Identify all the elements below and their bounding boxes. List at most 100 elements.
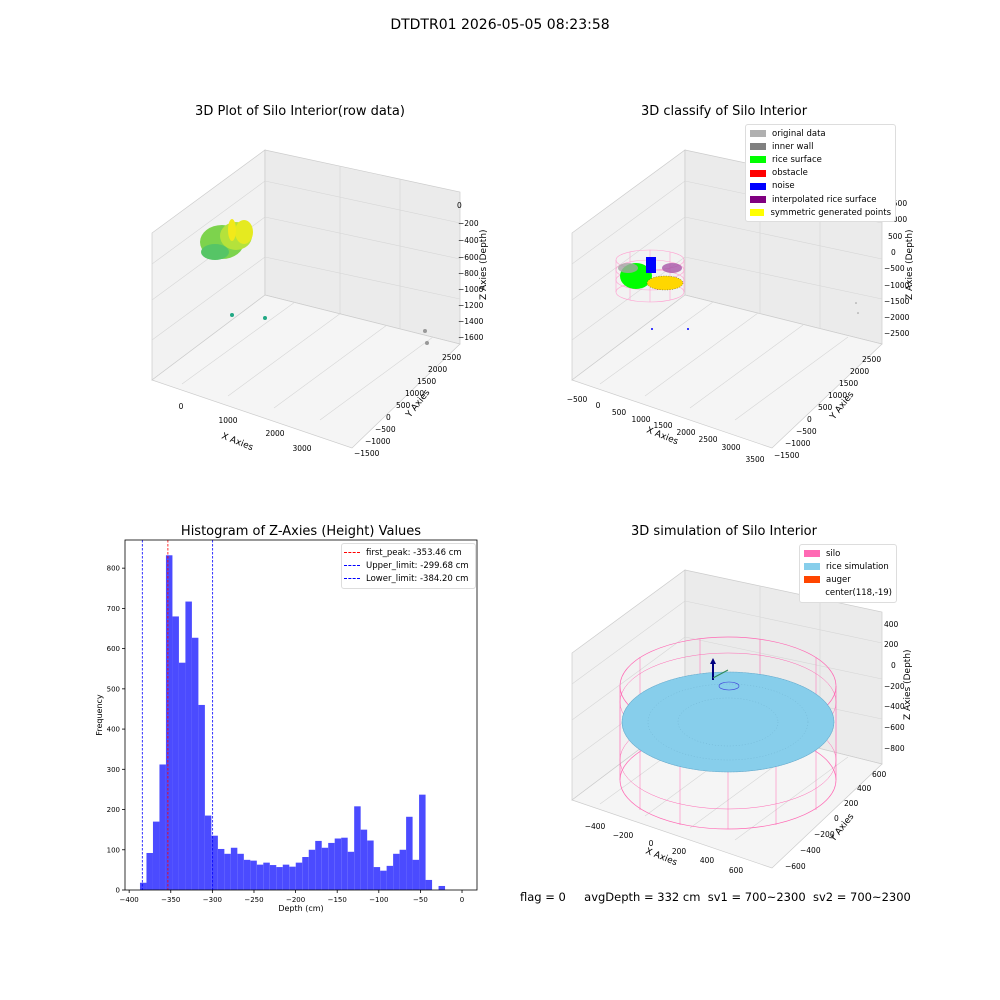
hist-bar bbox=[289, 866, 296, 890]
hist-bar bbox=[243, 859, 251, 890]
hist-xtick-label: −300 bbox=[203, 896, 222, 904]
hist-legend-line bbox=[344, 565, 360, 567]
hist-bar bbox=[263, 862, 270, 890]
plot2-legend-swatch bbox=[750, 182, 766, 190]
status-avg-depth: avgDepth = 332 cm bbox=[584, 890, 701, 904]
hist-title: Histogram of Z-Axies (Height) Values bbox=[180, 524, 422, 539]
plot2-legend-swatch bbox=[750, 196, 766, 204]
hist-bar bbox=[256, 864, 264, 890]
hist-bar bbox=[341, 837, 348, 890]
plot2-legend-item: rice surface bbox=[750, 153, 891, 166]
plot2-legend-label: inner wall bbox=[772, 141, 814, 152]
status-line: flag = 0 avgDepth = 332 cm sv1 = 700~230… bbox=[520, 890, 911, 904]
hist-bar bbox=[347, 851, 355, 890]
hist-legend-item: Lower_limit: -384.20 cm bbox=[344, 572, 473, 585]
hist-bar bbox=[282, 864, 290, 890]
hist-bar bbox=[178, 662, 186, 890]
plot2-legend-item: symmetric generated points bbox=[750, 206, 891, 219]
hist-bar bbox=[165, 555, 173, 890]
hist-bar bbox=[172, 616, 179, 890]
hist-legend-line bbox=[344, 552, 360, 554]
hist-bar bbox=[399, 849, 407, 890]
hist-bar bbox=[419, 794, 426, 890]
hist-ytick-label: 800 bbox=[107, 565, 120, 573]
hist-bar bbox=[406, 816, 413, 890]
hist-bar bbox=[393, 853, 400, 890]
plot4-legend-item: center(118,-19) bbox=[804, 587, 892, 600]
hist-bar bbox=[328, 842, 335, 890]
plot4-legend-item: auger bbox=[804, 573, 892, 586]
hist-xtick-label: −350 bbox=[161, 896, 180, 904]
plot4-legend-swatch bbox=[804, 550, 820, 558]
plot2-legend-label: original data bbox=[772, 128, 826, 139]
hist-ytick-label: 0 bbox=[116, 887, 120, 895]
plot4-legend-swatch bbox=[804, 576, 820, 584]
plot2-legend-label: noise bbox=[772, 181, 795, 192]
plot2-legend-label: obstacle bbox=[772, 168, 808, 179]
hist-legend-line bbox=[344, 578, 360, 580]
hist-bar bbox=[146, 852, 153, 890]
plot2-title: 3D classify of Silo Interior bbox=[640, 104, 808, 119]
hist-legend-label: Lower_limit: -384.20 cm bbox=[366, 573, 469, 584]
hist-vlines bbox=[141, 540, 214, 890]
plot2-legend-label: rice surface bbox=[772, 154, 822, 165]
hist-bar bbox=[276, 867, 283, 890]
plot2-legend-swatch bbox=[750, 143, 766, 151]
hist-legend-item: Upper_limit: -299.68 cm bbox=[344, 559, 473, 572]
status-flag: flag = 0 bbox=[520, 890, 566, 904]
hist-ytick-label: 700 bbox=[107, 605, 120, 613]
hist-bar bbox=[185, 601, 192, 890]
plot4-legend-item: rice simulation bbox=[804, 560, 892, 573]
plot4-legend-label: rice simulation bbox=[826, 561, 889, 572]
hist-legend-label: Upper_limit: -299.68 cm bbox=[366, 560, 469, 571]
hist-bar bbox=[269, 865, 277, 890]
plot4-legend-swatch bbox=[804, 563, 820, 571]
plot2-legend-item: inner wall bbox=[750, 140, 891, 153]
plot2-legend-swatch bbox=[750, 209, 765, 217]
hist-legend: first_peak: -353.46 cm Upper_limit: -299.… bbox=[341, 543, 476, 589]
hist-bar bbox=[360, 829, 368, 890]
plot2-legend-item: original data bbox=[750, 127, 891, 140]
hist-bar bbox=[334, 838, 342, 890]
plot2-legend-item: obstacle bbox=[750, 167, 891, 180]
hist-legend-item: first_peak: -353.46 cm bbox=[344, 546, 473, 559]
hist-legend-label: first_peak: -353.46 cm bbox=[366, 547, 462, 558]
hist-ylabel: Frequency bbox=[95, 694, 104, 736]
status-sv2: sv2 = 700~2300 bbox=[812, 890, 911, 904]
hist-bars bbox=[139, 555, 446, 890]
plot4-legend-label: silo bbox=[826, 548, 841, 559]
plot4-legend-label: auger bbox=[826, 574, 851, 585]
plot2-legend-label: interpolated rice surface bbox=[772, 194, 877, 205]
hist-bar bbox=[152, 821, 160, 890]
hist-xticks: −400 −350 −300 −250 −200 −150 −100 −50 0 bbox=[120, 890, 464, 904]
hist-bar bbox=[367, 840, 374, 890]
hist-bar bbox=[204, 815, 212, 890]
plot2-legend-item: noise bbox=[750, 180, 891, 193]
hist-xtick-label: 0 bbox=[460, 896, 464, 904]
hist-bar bbox=[224, 853, 231, 890]
hist-bar bbox=[198, 704, 205, 890]
hist-bar bbox=[159, 764, 166, 890]
hist-ytick-label: 400 bbox=[107, 726, 120, 734]
hist-frame bbox=[124, 539, 478, 891]
hist-xtick-label: −150 bbox=[328, 896, 347, 904]
hist-bar bbox=[438, 885, 446, 890]
hist-bar bbox=[373, 867, 381, 890]
plot4-legend: silo rice simulation auger center(118,-19) bbox=[799, 544, 897, 603]
hist-bar bbox=[315, 840, 322, 890]
plot4-legend-item: silo bbox=[804, 547, 892, 560]
hist-bar bbox=[139, 882, 147, 890]
hist-bar bbox=[380, 870, 387, 890]
hist-ytick-label: 300 bbox=[107, 766, 120, 774]
hist-bar bbox=[250, 860, 257, 890]
hist-xtick-label: −250 bbox=[244, 896, 263, 904]
hist-bar bbox=[321, 847, 329, 890]
plot2-legend: original data inner wall rice surface obsta… bbox=[745, 124, 896, 223]
hist-bar bbox=[302, 857, 309, 890]
hist-bar bbox=[230, 847, 238, 890]
plot2-legend-swatch bbox=[750, 130, 766, 138]
hist-bar bbox=[191, 637, 199, 890]
hist-bar bbox=[237, 853, 244, 890]
hist-bar bbox=[425, 879, 433, 890]
